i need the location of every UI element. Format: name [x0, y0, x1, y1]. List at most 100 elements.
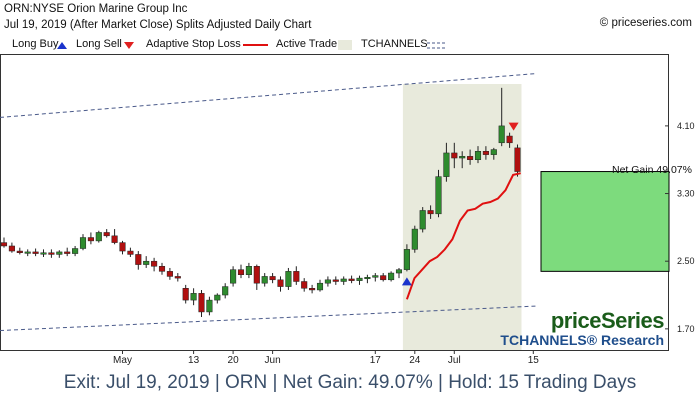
candle-body [111, 235, 118, 243]
candle-body [474, 151, 482, 160]
x-axis-tick-label: 13 [188, 355, 200, 366]
candle-body [95, 232, 102, 242]
candle-body [222, 286, 229, 296]
watermark-subtitle: TCHANNELS® Research [500, 332, 664, 348]
legend-active-trade-label: Active Trade [276, 38, 338, 50]
candle-body [143, 260, 150, 265]
candle-body [332, 279, 339, 282]
candle-body [253, 266, 260, 284]
candle-body [419, 210, 426, 230]
candle-body [498, 125, 505, 144]
candle-body [467, 156, 474, 160]
candle-body [8, 245, 15, 252]
candle-body [293, 271, 300, 282]
x-axis-tick-label: Jun [265, 355, 281, 366]
candle-body [451, 152, 458, 159]
tchannel-lower-line [0, 305, 538, 332]
net-gain-box [540, 171, 670, 272]
candle-body [269, 276, 276, 281]
candle-body [261, 276, 268, 284]
legend-long-buy-label: Long Buy [12, 38, 59, 50]
y-axis-tick-label: 1.70 [677, 324, 695, 334]
tchannel-upper-line [0, 72, 538, 118]
x-axis-tick-label: Jul [448, 355, 461, 366]
long-sell-marker [508, 122, 519, 131]
footer-summary: Exit: Jul 19, 2019 | ORN | Net Gain: 49.… [63, 372, 637, 393]
candle-body [158, 266, 166, 272]
candle-body [514, 147, 521, 172]
legend-sell-icon [124, 42, 134, 49]
candle-body [403, 249, 410, 270]
candle-body [103, 232, 110, 237]
candle-body [427, 210, 434, 215]
x-axis-tick-label: May [113, 355, 132, 366]
candle-body [24, 251, 31, 254]
candle-body [48, 252, 55, 255]
candle-body [364, 277, 371, 280]
candle-body [119, 242, 126, 252]
y-axis-tick-label: 4.10 [677, 121, 695, 131]
candle-body [0, 242, 8, 247]
candle-body [411, 228, 418, 250]
candle-body [151, 260, 158, 267]
candle-body [356, 277, 363, 281]
candle-body [127, 250, 134, 255]
candle-body [316, 282, 324, 291]
candle-body [285, 271, 292, 287]
candle-body [56, 251, 63, 255]
candle-body [230, 269, 237, 284]
watermark-brand: priceSeries [550, 308, 665, 333]
candle-body [206, 299, 213, 313]
candle-body [459, 156, 466, 159]
chart-legend: Long Buy Long Sell Adaptive Stop Loss Ac… [0, 36, 700, 54]
y-axis-tick-label: 2.50 [677, 256, 695, 266]
candle-body [340, 278, 347, 282]
legend-stop-loss-label: Adaptive Stop Loss [146, 38, 241, 50]
candle-body [324, 279, 331, 284]
candle-body [72, 248, 79, 254]
candle-body [435, 176, 442, 215]
candle-body [64, 251, 71, 254]
candle-body [482, 151, 489, 155]
candle-body [190, 293, 197, 301]
candle-body [380, 275, 387, 281]
candle-body [79, 237, 87, 249]
candle-body [214, 294, 221, 301]
candle-body [166, 271, 173, 277]
candle-body [348, 278, 355, 281]
candle-body [174, 276, 181, 279]
candle-body [490, 149, 497, 155]
candle-body [87, 237, 94, 242]
candle-body [443, 152, 450, 177]
candle-body [388, 272, 395, 281]
net-gain-label: Net Gain 49.07% [612, 164, 692, 176]
candle-body [182, 288, 189, 301]
chart-title: ORN:NYSE Orion Marine Group Inc [4, 3, 188, 15]
candle-body [40, 252, 47, 255]
candle-body [309, 288, 316, 291]
x-axis-tick-label: 17 [370, 355, 382, 366]
candle-body [506, 135, 513, 144]
legend-buy-icon [57, 42, 67, 49]
candle-body [32, 251, 39, 254]
adaptive-stop-loss-line [405, 172, 521, 300]
x-axis-tick-label: 20 [228, 355, 240, 366]
candle-body [245, 266, 252, 275]
legend-active-trade-icon [338, 40, 352, 50]
chart-header: ORN:NYSE Orion Marine Group Inc Jul 19, … [4, 1, 311, 33]
candle-body [198, 293, 205, 313]
candle-body [301, 281, 308, 289]
x-axis-tick-label: 24 [409, 355, 421, 366]
x-axis-tick-label: 15 [528, 355, 540, 366]
candle-body [372, 275, 379, 278]
candle-body [237, 269, 245, 275]
candle-body [16, 250, 23, 253]
candle-body [395, 269, 403, 274]
legend-long-sell-label: Long Sell [76, 38, 122, 50]
y-axis-tick-label: 3.30 [677, 189, 695, 199]
chart-subtitle: Jul 19, 2019 (After Market Close) Splits… [4, 19, 312, 31]
candle-body [277, 279, 284, 287]
legend-tchannels-label: TCHANNELS [361, 38, 428, 50]
candle-body [135, 254, 142, 265]
